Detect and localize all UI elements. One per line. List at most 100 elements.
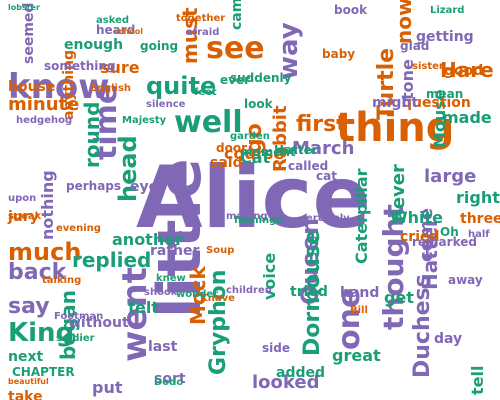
word-going: going bbox=[140, 39, 179, 53]
word-sort: sort bbox=[154, 371, 186, 387]
word-lobster: lobster bbox=[8, 3, 40, 12]
word-garden: garden bbox=[230, 131, 270, 142]
word-called: called bbox=[288, 159, 329, 173]
word-quite: quite bbox=[146, 72, 217, 100]
word-looked: looked bbox=[252, 372, 320, 393]
word-soup: Soup bbox=[206, 245, 235, 256]
word-footman: Footman bbox=[54, 311, 104, 322]
word-king: King bbox=[8, 318, 75, 348]
word-afraid: afraid bbox=[186, 27, 220, 38]
word-half: half bbox=[468, 229, 490, 240]
word-much: much bbox=[8, 238, 82, 266]
word-away: away bbox=[448, 273, 483, 287]
word-next: next bbox=[8, 349, 44, 365]
word-tried: tried bbox=[290, 284, 328, 300]
word-door: door bbox=[216, 141, 247, 155]
word-remarked: remarked bbox=[412, 235, 477, 249]
word-certainly: certainly bbox=[300, 213, 350, 224]
word-cat: Cat bbox=[240, 148, 271, 167]
word-children: children bbox=[226, 285, 272, 296]
word-knave: Knave bbox=[200, 293, 235, 304]
word-hatter: Hatter bbox=[274, 143, 318, 157]
word-heard: heard bbox=[96, 23, 136, 37]
word-replied: replied bbox=[72, 248, 152, 272]
word-school: school bbox=[114, 27, 143, 36]
word-good: good bbox=[444, 63, 484, 79]
word-rather: rather bbox=[150, 243, 200, 259]
word-suddenly: suddenly bbox=[230, 71, 292, 85]
word-beautiful: beautiful bbox=[8, 377, 49, 386]
word-talking: talking bbox=[42, 275, 82, 286]
word-large: large bbox=[424, 166, 477, 187]
word-bill: Bill bbox=[350, 305, 368, 316]
word-three: three bbox=[460, 211, 500, 227]
word-right: right bbox=[456, 188, 500, 207]
word-hand: hand bbox=[340, 285, 380, 301]
word-said: said bbox=[210, 155, 243, 171]
word-came: came bbox=[229, 0, 245, 30]
word-english: English bbox=[90, 83, 132, 94]
word-mean: mean bbox=[426, 87, 464, 101]
word-eye: eye bbox=[130, 179, 159, 195]
word-question: question bbox=[402, 95, 471, 111]
word-nothing: nothing bbox=[38, 170, 57, 240]
word-dodo: Dodo bbox=[154, 377, 184, 388]
word-caterpillar: Caterpillar bbox=[352, 168, 371, 264]
word-made: made bbox=[442, 108, 492, 127]
word-oh: Oh bbox=[440, 225, 459, 239]
word-something: something bbox=[44, 59, 116, 73]
word-alice: Alice bbox=[136, 148, 371, 248]
word-course: course bbox=[224, 144, 285, 163]
word-day: day bbox=[434, 331, 463, 347]
word-book: book bbox=[334, 3, 368, 17]
word-felt: felt bbox=[128, 298, 159, 317]
word-majesty: Majesty bbox=[122, 115, 167, 126]
word-look: look bbox=[244, 97, 273, 111]
word-get: get bbox=[384, 288, 414, 307]
word-last: last bbox=[148, 339, 178, 355]
word-well: well bbox=[174, 105, 243, 140]
word-perhaps: perhaps bbox=[66, 179, 122, 193]
word-silence: silence bbox=[146, 99, 186, 110]
word-say: say bbox=[8, 294, 50, 319]
word-thing: thing bbox=[336, 105, 455, 151]
word-sister: sister bbox=[412, 61, 444, 72]
word-minute: minute bbox=[8, 94, 80, 115]
word-asked: asked bbox=[96, 15, 130, 26]
word-back: back bbox=[8, 260, 67, 285]
word-now: now bbox=[392, 0, 416, 44]
word-making: making bbox=[226, 211, 268, 222]
word-ever: ever bbox=[220, 73, 251, 87]
word-side: side bbox=[262, 341, 290, 355]
word-another: another bbox=[112, 230, 183, 249]
word-cat: cat bbox=[316, 169, 337, 183]
word-cried: cried bbox=[400, 229, 440, 245]
word-chapter: CHAPTER bbox=[12, 365, 75, 379]
word-flamingo: flamingo bbox=[234, 215, 284, 226]
word-great: great bbox=[332, 346, 381, 365]
word-without: without bbox=[68, 315, 129, 331]
word-jury: jury bbox=[8, 209, 39, 225]
word-see: see bbox=[206, 31, 265, 66]
word-moment: moment bbox=[240, 145, 296, 159]
word-together: together bbox=[176, 13, 226, 24]
word-speak: speak bbox=[8, 211, 42, 222]
word-shook: shook bbox=[144, 287, 178, 298]
word-tell: tell bbox=[468, 365, 487, 395]
word-first: first bbox=[296, 112, 347, 137]
word-round: round bbox=[80, 101, 104, 168]
word-know: know bbox=[8, 67, 110, 107]
word-knew: knew bbox=[156, 273, 186, 284]
word-evening: evening bbox=[56, 223, 101, 234]
word-soldier: soldier bbox=[56, 333, 95, 344]
word-house: house bbox=[8, 79, 56, 95]
word-take: take bbox=[8, 389, 43, 400]
word-upon: upon bbox=[8, 193, 37, 204]
word-baby: baby bbox=[322, 47, 356, 61]
word-march: March bbox=[292, 138, 355, 159]
word-added: added bbox=[276, 365, 326, 381]
word-might: might bbox=[372, 95, 419, 111]
word-hedgehog: hedgehog bbox=[16, 115, 73, 126]
word-white: White bbox=[390, 208, 444, 227]
